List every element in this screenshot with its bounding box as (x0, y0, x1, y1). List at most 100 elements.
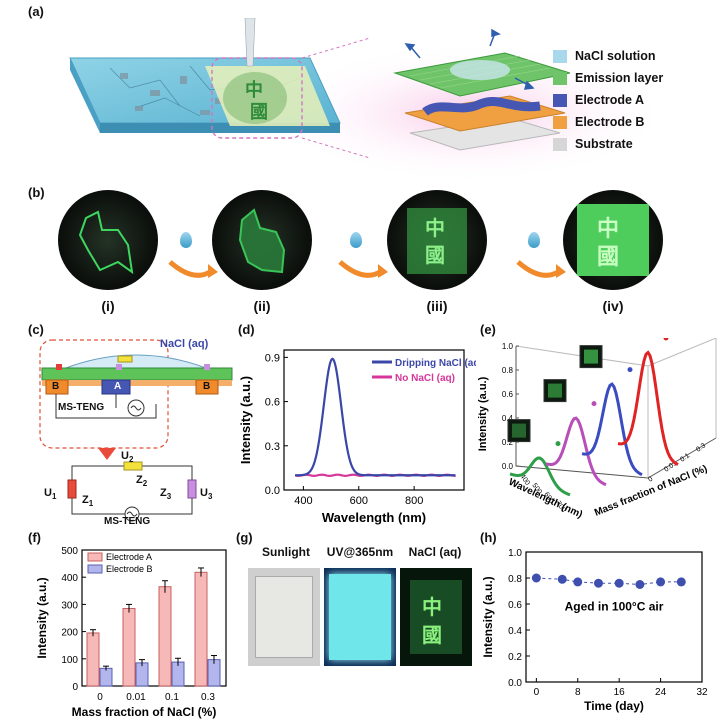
legend-label: Emission layer (575, 71, 664, 85)
glyph-1: 中 (422, 595, 442, 619)
electrode-b-label: B (52, 381, 60, 392)
peak-marker (591, 401, 597, 407)
legend-swatch (553, 137, 567, 151)
contact-3 (204, 364, 210, 370)
legend-swatch (87, 564, 103, 574)
contact-2 (116, 364, 122, 370)
arrow-right-icon (338, 260, 388, 278)
y-tick-label: 0.4 (508, 626, 522, 637)
peak-0.01 (545, 416, 607, 487)
label-i: (i) (101, 298, 115, 314)
y-tick-label: 500 (61, 546, 78, 557)
glow-rect (407, 208, 467, 274)
label-ii: (ii) (253, 298, 271, 314)
x-tick-label: 8 (575, 687, 581, 698)
y-axis-label: Intensity (a.u.) (481, 576, 495, 657)
z-tick-label: 0.3 (695, 442, 707, 453)
axes-frame (515, 346, 717, 479)
u3-sub: 3 (207, 492, 213, 502)
teng-label: MS-TENG (58, 402, 105, 413)
u2-sub: 2 (128, 455, 134, 465)
z2-sub: 2 (142, 479, 148, 489)
y-axis-label: Intensity (a.u.) (478, 376, 489, 451)
legend-swatch (553, 115, 567, 129)
electrode-strip (42, 380, 232, 386)
x-tick-label: 0 (534, 687, 540, 698)
annotation: Aged in 100°C air (565, 600, 664, 614)
plot-frame (525, 551, 703, 683)
bar-electrode-b (135, 662, 149, 687)
z-tick-label: 0.1 (679, 452, 691, 463)
glyph-2: 國 (425, 245, 445, 267)
nacl-label: NaCl (aq) (160, 338, 209, 350)
peak-marker (663, 338, 669, 341)
y-tick-label: 0 (72, 682, 78, 693)
panel-label-d: (d) (238, 322, 255, 337)
ion-arrows (404, 28, 535, 90)
z1-label: Z1 (82, 494, 93, 508)
u3-text: U (200, 487, 208, 499)
peak-0.1 (581, 382, 643, 477)
peak-0.3 (617, 350, 679, 466)
x-tick-label: 0.1 (165, 692, 179, 703)
u1-text: U (44, 487, 52, 499)
series-line-dripping (295, 357, 456, 477)
z2-label: Z2 (136, 474, 147, 488)
photo-nacl: 中 國 (400, 568, 472, 666)
glyph-1: 中 (425, 216, 445, 240)
z-axis-label: Mass fraction of NaCl (%) (593, 463, 709, 518)
bar-electrode-a (158, 586, 172, 687)
peak-marker (555, 441, 561, 447)
y-tick-label: 0.9 (265, 352, 280, 364)
dashed-box (39, 339, 169, 449)
glyph-1: 中 (597, 216, 619, 241)
label-sunlight: Sunlight (262, 545, 310, 559)
photo-uv (324, 568, 396, 666)
data-point (635, 580, 645, 589)
emission-strip (41, 367, 233, 381)
y-tick-label: 300 (61, 600, 78, 611)
x-axis-label: Wavelength (nm) (322, 510, 426, 525)
electrode-b-right (195, 379, 219, 395)
outline-shape (78, 210, 134, 275)
green-glyph-2: 國 (250, 102, 268, 122)
x-tick-label: 400 (294, 495, 312, 507)
y-tick-label: 0.2 (502, 438, 514, 447)
green-glyph-1: 中 (245, 79, 263, 100)
legend-swatch (553, 71, 567, 85)
photo-i (58, 190, 158, 290)
panel-a-legend: NaCl solution Emission layer Electrode A… (553, 45, 663, 155)
photo-iv: 中 國 (563, 190, 663, 290)
photo-ii (212, 190, 312, 290)
x-tick-label: 24 (655, 687, 667, 698)
glyph-2: 國 (422, 625, 442, 647)
legend-label: Electrode B (575, 115, 645, 129)
plot-frame (283, 349, 465, 491)
inset-glow (512, 423, 526, 438)
chart-f: 0 100 200 300 400 500 0 0.01 0.1 0.3 Electrode A El… (35, 546, 227, 719)
z2-text: Z (136, 474, 143, 486)
x-axis-label: Mass fraction of NaCl (%) (72, 705, 217, 719)
inset-glow (548, 383, 562, 398)
y-tick-label: 1.0 (508, 548, 522, 559)
legend-label: Dripping NaCl (aq) (395, 358, 476, 369)
data-point (557, 574, 567, 584)
label-uv: UV@365nm (326, 545, 394, 559)
y-tick-label: 0.6 (508, 600, 522, 611)
y-tick-label: 0.6 (502, 390, 514, 399)
y-tick-label: 0.3 (265, 441, 280, 453)
legend-electrode-b: Electrode B (553, 111, 663, 133)
panel-label-h: (h) (480, 530, 497, 545)
chart-h: 0.0 0.2 0.4 0.6 0.8 1.0 0 8 16 24 32 Aged in 100°C … (481, 548, 708, 713)
bar-electrode-b (99, 667, 113, 687)
data-point (656, 577, 666, 587)
glow-rect (410, 580, 462, 654)
y-axis-label: Intensity (a.u.) (35, 577, 49, 658)
glow-rect (577, 204, 649, 276)
y-tick-label: 0.6 (265, 397, 280, 409)
legend-nacl: NaCl solution (553, 45, 663, 67)
z3-sub: 3 (166, 492, 172, 502)
y-tick-label: 0.2 (508, 652, 522, 663)
z1-text: Z (82, 494, 89, 506)
layer-electrode-a (422, 96, 541, 116)
